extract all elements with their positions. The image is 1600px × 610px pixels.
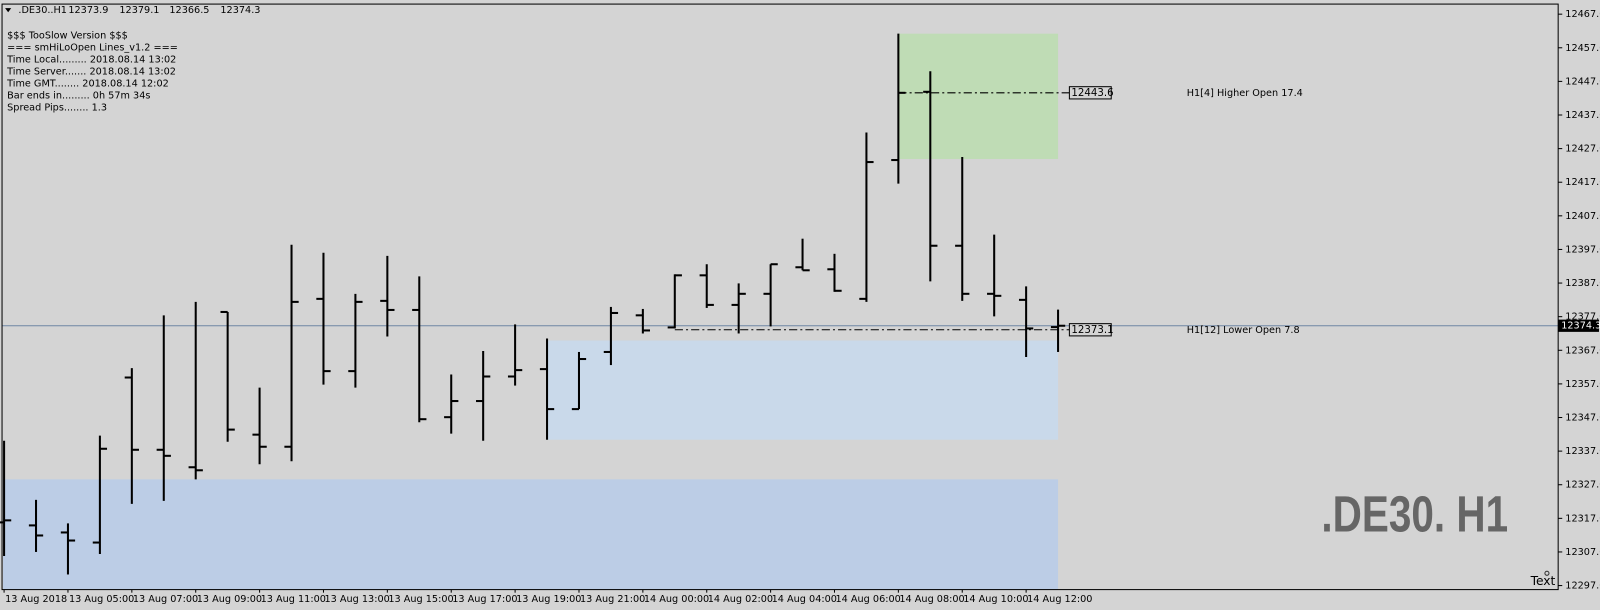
- zones: [3, 33, 1059, 590]
- x-tick-label: 13 Aug 17:00: [452, 594, 517, 605]
- level-text: H1[12] Lower Open 7.8: [1187, 325, 1300, 336]
- x-tick-label: 13 Aug 2018: [5, 594, 67, 605]
- info-line: Time Local......... 2018.08.14 13:02: [6, 55, 176, 66]
- y-tick-label: 12317.0: [1565, 513, 1600, 524]
- y-tick-label: 12467.0: [1565, 9, 1600, 20]
- info-line: Bar ends in......... 0h 57m 34s: [7, 90, 150, 101]
- x-tick-label: 14 Aug 02:00: [708, 594, 773, 605]
- x-tick-label: 13 Aug 09:00: [197, 594, 262, 605]
- y-tick-label: 12307.0: [1565, 547, 1600, 558]
- level-price: 12443.6: [1071, 88, 1113, 99]
- header-open: 12373.9: [68, 5, 108, 16]
- y-tick-label: 12447.0: [1565, 76, 1600, 87]
- y-tick-label: 12297.0: [1565, 581, 1600, 592]
- zone: [898, 33, 1059, 160]
- x-tick-label: 13 Aug 19:00: [516, 594, 581, 605]
- symbol: .DE30..H1: [18, 5, 67, 16]
- y-tick-label: 12407.0: [1565, 211, 1600, 222]
- x-tick-label: 13 Aug 13:00: [324, 594, 389, 605]
- y-tick-label: 12437.0: [1565, 110, 1600, 121]
- y-tick-label: 12377.0: [1565, 312, 1600, 323]
- info-line: Spread Pips........ 1.3: [7, 102, 107, 113]
- info-line: Time Server....... 2018.08.14 13:02: [6, 67, 176, 78]
- watermark: .DE30. H1: [1321, 486, 1508, 543]
- chart-frame: [1, 3, 1559, 591]
- y-tick-label: 12427.0: [1565, 144, 1600, 155]
- x-tick-label: 14 Aug 04:00: [772, 594, 837, 605]
- x-tick-label: 14 Aug 00:00: [644, 594, 709, 605]
- x-tick-label: 14 Aug 08:00: [899, 594, 964, 605]
- x-tick-label: 14 Aug 12:00: [1027, 594, 1092, 605]
- text-anchor-dot: [1544, 570, 1550, 576]
- zone: [3, 479, 1059, 590]
- level-text: H1[4] Higher Open 17.4: [1187, 88, 1303, 99]
- y-tick-label: 12347.0: [1565, 413, 1600, 424]
- y-tick-label: 12397.0: [1565, 244, 1600, 255]
- info-line: $$$ TooSlow Version $$$: [7, 31, 128, 42]
- y-tick-label: 12457.0: [1565, 43, 1600, 54]
- info-line: === smHiLoOpen Lines_v1.2 ===: [7, 43, 178, 54]
- header-high: 12379.1: [119, 5, 159, 16]
- level-price: 12373.1: [1071, 325, 1113, 336]
- x-tick-label: 14 Aug 10:00: [963, 594, 1028, 605]
- y-tick-label: 12357.0: [1565, 379, 1600, 390]
- level-price-box: [1068, 86, 1112, 100]
- y-tick-label: 12367.0: [1565, 345, 1600, 356]
- x-tick-label: 13 Aug 07:00: [133, 594, 198, 605]
- header-close: 12374.3: [220, 5, 260, 16]
- level-price-box: [1068, 323, 1112, 337]
- x-tick-label: 13 Aug 11:00: [261, 594, 326, 605]
- text-object[interactable]: Text: [1530, 574, 1556, 588]
- x-tick-label: 13 Aug 15:00: [388, 594, 453, 605]
- plot: [0, 33, 1559, 575]
- y-tick-label: 12327.0: [1565, 480, 1600, 491]
- info-line: Time GMT........ 2018.08.14 12:02: [6, 78, 169, 89]
- header-low: 12366.5: [169, 5, 209, 16]
- x-tick-label: 14 Aug 06:00: [836, 594, 901, 605]
- zone: [547, 340, 1059, 440]
- menu-triangle[interactable]: [5, 8, 12, 13]
- y-tick-label: 12387.0: [1565, 278, 1600, 289]
- y-tick-label: 12417.0: [1565, 177, 1600, 188]
- current-price-label: 12374.3: [1561, 321, 1600, 332]
- current-price-box: [1558, 319, 1599, 332]
- x-tick-label: 13 Aug 05:00: [69, 594, 134, 605]
- x-tick-label: 13 Aug 21:00: [580, 594, 645, 605]
- y-tick-label: 12337.0: [1565, 446, 1600, 457]
